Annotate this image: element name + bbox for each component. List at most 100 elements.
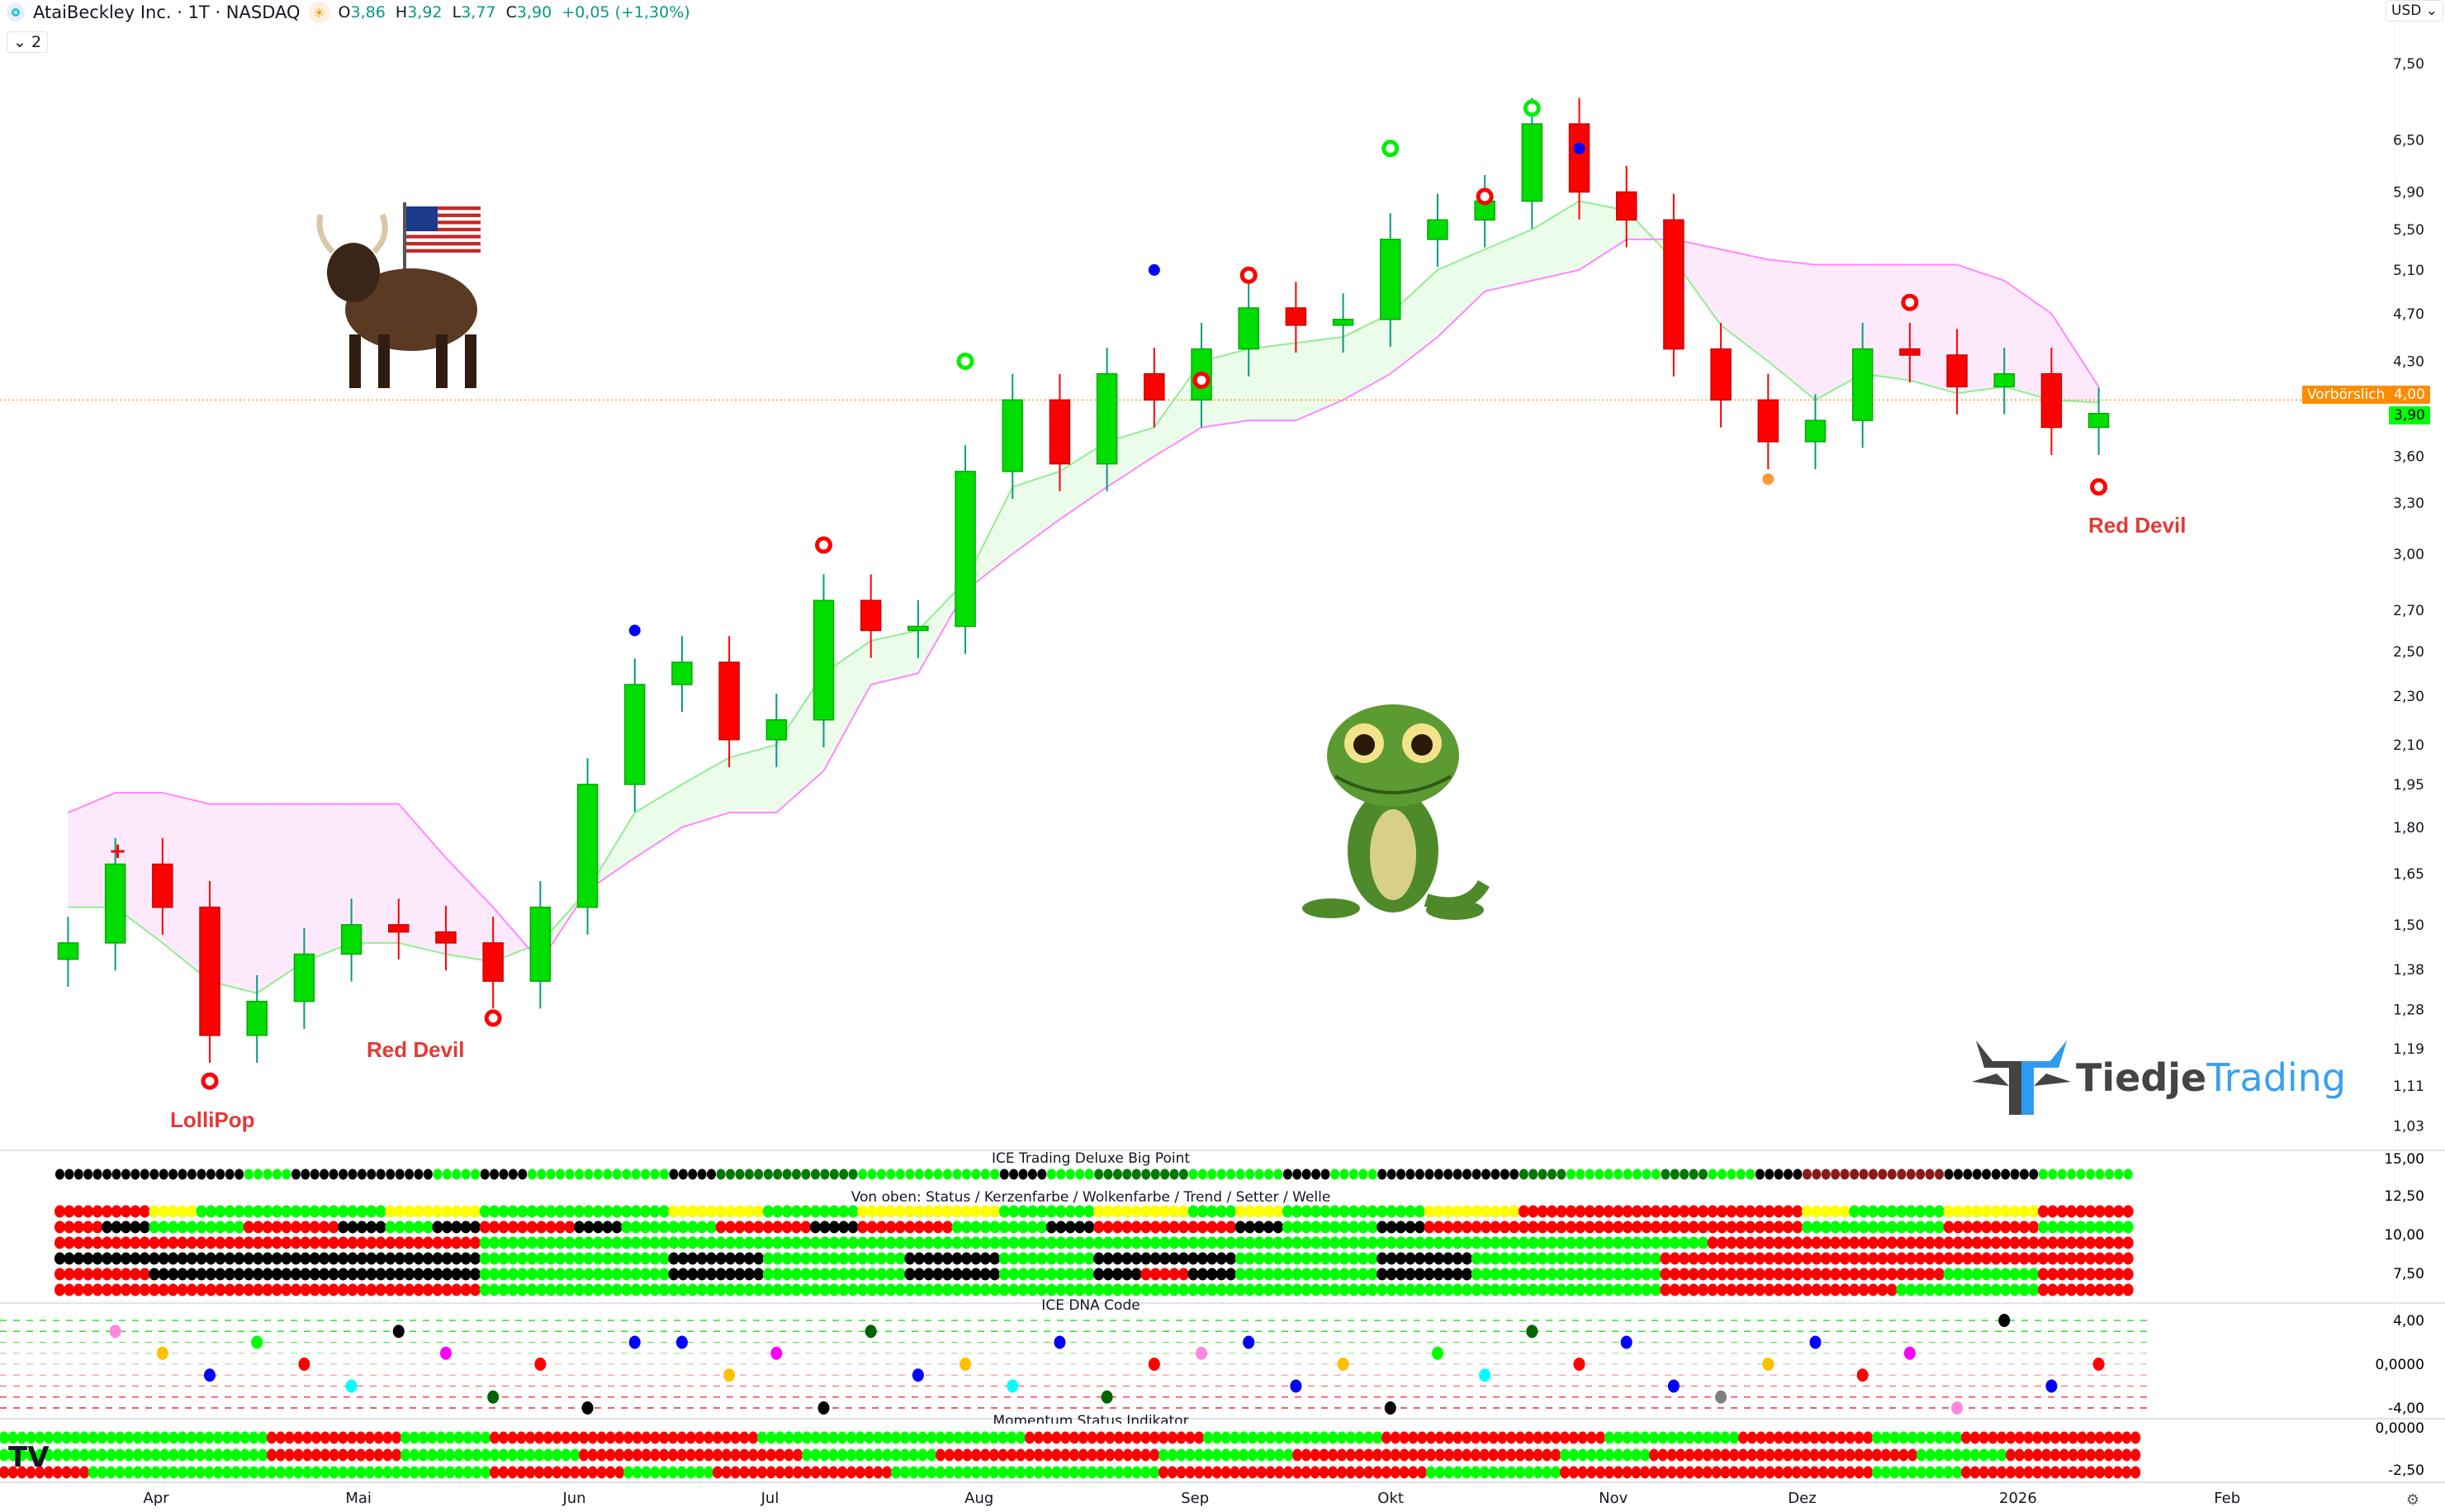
momentum-dot <box>1943 1448 1954 1462</box>
momentum-dot <box>1462 1431 1472 1444</box>
status-row-dot <box>1679 1252 1690 1265</box>
currency-selector[interactable]: USD ⌄ <box>2386 0 2443 21</box>
signal-red-ring-icon <box>1239 266 1258 284</box>
big-point-dot <box>1141 1168 1151 1180</box>
momentum-dot <box>775 1431 785 1444</box>
big-point-dot <box>895 1168 905 1180</box>
bull-leg <box>465 334 476 388</box>
momentum-dot <box>1978 1448 1989 1462</box>
candle-body <box>1993 372 2015 388</box>
status-row-dot <box>158 1252 169 1265</box>
status-row-dot <box>1310 1283 1322 1296</box>
status-row-dot <box>687 1283 699 1296</box>
status-row-dot <box>1055 1268 1067 1281</box>
status-row-dot <box>583 1268 595 1281</box>
momentum-dot <box>1140 1466 1151 1479</box>
status-row-dot <box>1669 1252 1680 1265</box>
status-row-dot <box>1452 1283 1463 1296</box>
status-row-dot <box>819 1252 831 1265</box>
candle-body <box>1710 348 1732 401</box>
status-row-dot <box>1537 1205 1548 1218</box>
momentum-dot <box>962 1448 973 1462</box>
status-row-dot <box>583 1236 595 1249</box>
momentum-dot <box>739 1448 750 1462</box>
status-row-dot <box>1962 1221 1974 1234</box>
time-tick-label: Aug <box>964 1490 993 1507</box>
status-row-dot <box>196 1221 207 1234</box>
cloud-segment <box>1815 264 1863 401</box>
status-row-dot <box>819 1221 831 1234</box>
panel-tick-label: 10,00 <box>2384 1227 2424 1244</box>
status-row-dot <box>1688 1221 1699 1234</box>
collapse-indicators-button[interactable]: ⌄ 2 <box>7 31 49 53</box>
status-row-dot <box>1376 1221 1388 1234</box>
status-row-dot <box>1764 1236 1775 1249</box>
big-point-dot <box>1094 1168 1104 1180</box>
status-row-dot <box>1272 1221 1284 1234</box>
momentum-dot <box>543 1431 553 1444</box>
big-point-dot <box>933 1168 943 1180</box>
status-row-dot <box>1187 1268 1199 1281</box>
status-row-dot <box>2037 1205 2049 1218</box>
status-row-dot <box>1660 1205 1671 1218</box>
status-row-dot <box>1490 1221 1501 1234</box>
status-row-dot <box>1613 1252 1624 1265</box>
dna-tick-label: 4,00 <box>2393 1313 2424 1330</box>
status-row-dot <box>1358 1283 1369 1296</box>
tradingview-logo[interactable]: TV <box>8 1441 50 1474</box>
momentum-dot <box>1666 1431 1677 1444</box>
status-row-dot <box>385 1236 396 1249</box>
status-row-dot <box>102 1252 113 1265</box>
status-row-dot <box>1310 1205 1322 1218</box>
momentum-dot <box>1551 1466 1561 1479</box>
status-row-dot <box>772 1205 784 1218</box>
momentum-dot <box>498 1448 509 1462</box>
momentum-dot <box>2050 1466 2060 1479</box>
status-row-dot <box>1433 1221 1444 1234</box>
big-point-dot <box>508 1168 518 1180</box>
momentum-dot <box>382 1431 393 1444</box>
big-point-dot <box>357 1168 367 1180</box>
status-row-dot <box>970 1205 982 1218</box>
big-point-dot <box>1897 1168 1907 1180</box>
momentum-dot <box>1568 1448 1579 1462</box>
momentum-dot <box>997 1448 1008 1462</box>
momentum-dot <box>1256 1466 1267 1479</box>
status-row-dot <box>1971 1221 1983 1234</box>
status-row-dot <box>2056 1205 2068 1218</box>
momentum-dot <box>356 1431 366 1444</box>
momentum-dot <box>1729 1466 1740 1479</box>
status-row-dot <box>1008 1236 1020 1249</box>
status-row-dot <box>319 1252 330 1265</box>
status-row-dot <box>2000 1252 2011 1265</box>
momentum-dot <box>1122 1466 1133 1479</box>
status-row-dot <box>1726 1236 1737 1249</box>
status-row-dot <box>64 1283 75 1296</box>
status-row-dot <box>196 1252 207 1265</box>
status-row-dot <box>706 1268 718 1281</box>
momentum-dot <box>427 1466 438 1479</box>
status-row-dot <box>687 1268 699 1281</box>
symbol-title[interactable]: AtaiBeckley Inc. · 1T · NASDAQ <box>33 2 301 22</box>
status-row-dot <box>1140 1283 1152 1296</box>
momentum-dot <box>1969 1431 1980 1444</box>
status-row-dot <box>1244 1283 1256 1296</box>
status-row-dot <box>1395 1236 1407 1249</box>
status-row-dot <box>1074 1283 1086 1296</box>
status-row-dot <box>932 1252 944 1265</box>
dna-dot <box>298 1358 310 1371</box>
status-row-dot <box>234 1252 245 1265</box>
status-row-dot <box>489 1252 500 1265</box>
status-row-dot <box>1367 1268 1378 1281</box>
momentum-dot <box>1016 1448 1026 1462</box>
status-row-dot <box>649 1205 661 1218</box>
status-row-dot <box>2075 1268 2087 1281</box>
big-point-dot <box>707 1168 717 1180</box>
big-point-dot <box>914 1168 924 1180</box>
momentum-dot <box>1408 1466 1419 1479</box>
big-point-dot <box>1207 1168 1217 1180</box>
momentum-dot <box>632 1448 642 1462</box>
candle-body <box>813 600 835 721</box>
status-row-dot <box>998 1268 1010 1281</box>
